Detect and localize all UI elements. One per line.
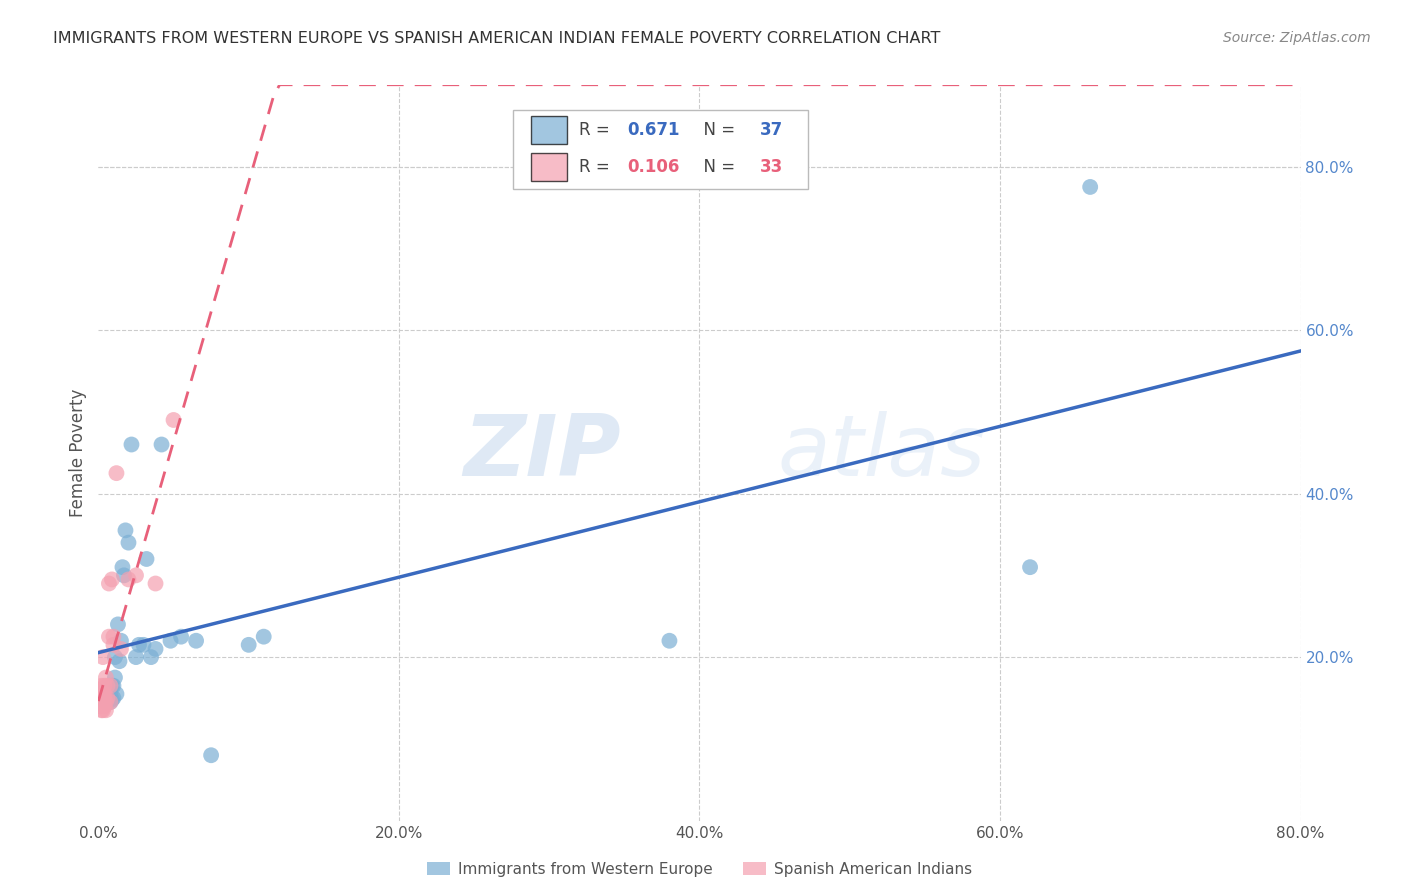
Point [110, 642, 132, 657]
Point [94, 695, 117, 709]
Point [145, 642, 167, 657]
Point [200, 748, 222, 763]
Text: Source: ZipAtlas.com: Source: ZipAtlas.com [1223, 31, 1371, 45]
Point [100, 679, 122, 693]
Point [128, 638, 150, 652]
Point [117, 535, 139, 549]
FancyBboxPatch shape [531, 153, 567, 181]
Point [105, 466, 128, 480]
Point [132, 638, 155, 652]
Text: 0.106: 0.106 [627, 158, 679, 177]
Point [97, 691, 120, 706]
Point [101, 573, 124, 587]
Point [93, 699, 115, 714]
Point [90, 695, 112, 709]
Point [103, 691, 125, 706]
Point [103, 638, 125, 652]
Point [90, 679, 112, 693]
Point [108, 654, 131, 668]
Point [100, 695, 122, 709]
Point [97, 576, 120, 591]
Text: atlas: atlas [778, 411, 986, 494]
Point [89, 682, 111, 697]
Text: R =: R = [579, 158, 616, 177]
Point [97, 630, 120, 644]
Point [110, 633, 132, 648]
Point [104, 671, 127, 685]
Y-axis label: Female Poverty: Female Poverty [69, 389, 87, 516]
Point [89, 691, 111, 706]
Point [104, 650, 127, 665]
Point [121, 437, 143, 451]
Point [96, 691, 118, 706]
Point [658, 633, 681, 648]
Point [159, 633, 181, 648]
Point [100, 695, 122, 709]
Point [96, 687, 118, 701]
Point [93, 691, 115, 706]
Point [103, 630, 125, 644]
Point [90, 703, 112, 717]
Point [112, 568, 135, 582]
Point [97, 682, 120, 697]
Point [117, 573, 139, 587]
Point [93, 687, 115, 701]
Point [91, 650, 114, 665]
Text: R =: R = [579, 121, 616, 139]
Point [91, 695, 114, 709]
Text: N =: N = [693, 121, 741, 139]
Point [90, 687, 112, 701]
Text: N =: N = [693, 158, 741, 177]
Text: 0.671: 0.671 [627, 121, 681, 139]
Point [93, 679, 115, 693]
Point [1019, 560, 1042, 574]
Point [101, 692, 124, 706]
Point [91, 703, 114, 717]
Point [125, 568, 148, 582]
Point [253, 630, 276, 644]
Point [100, 687, 122, 701]
Point [111, 560, 134, 574]
Point [91, 687, 114, 701]
Point [125, 650, 148, 665]
Text: 37: 37 [759, 121, 783, 139]
Point [1078, 180, 1101, 194]
Point [114, 524, 136, 538]
Legend: Immigrants from Western Europe, Spanish American Indians: Immigrants from Western Europe, Spanish … [422, 855, 977, 883]
Point [101, 679, 124, 693]
Point [96, 679, 118, 693]
Point [145, 576, 167, 591]
Point [94, 703, 117, 717]
Point [238, 638, 260, 652]
Point [184, 633, 207, 648]
Point [107, 617, 129, 632]
Point [94, 695, 117, 709]
Point [89, 699, 111, 714]
Point [103, 679, 125, 693]
Point [135, 552, 157, 566]
Point [139, 650, 162, 665]
Point [170, 630, 193, 644]
Point [150, 437, 173, 451]
Text: IMMIGRANTS FROM WESTERN EUROPE VS SPANISH AMERICAN INDIAN FEMALE POVERTY CORRELA: IMMIGRANTS FROM WESTERN EUROPE VS SPANIS… [53, 31, 941, 46]
Text: ZIP: ZIP [464, 411, 621, 494]
FancyBboxPatch shape [513, 110, 807, 189]
Point [94, 671, 117, 685]
Point [162, 413, 184, 427]
FancyBboxPatch shape [531, 116, 567, 144]
Text: 33: 33 [759, 158, 783, 177]
Point [105, 687, 128, 701]
